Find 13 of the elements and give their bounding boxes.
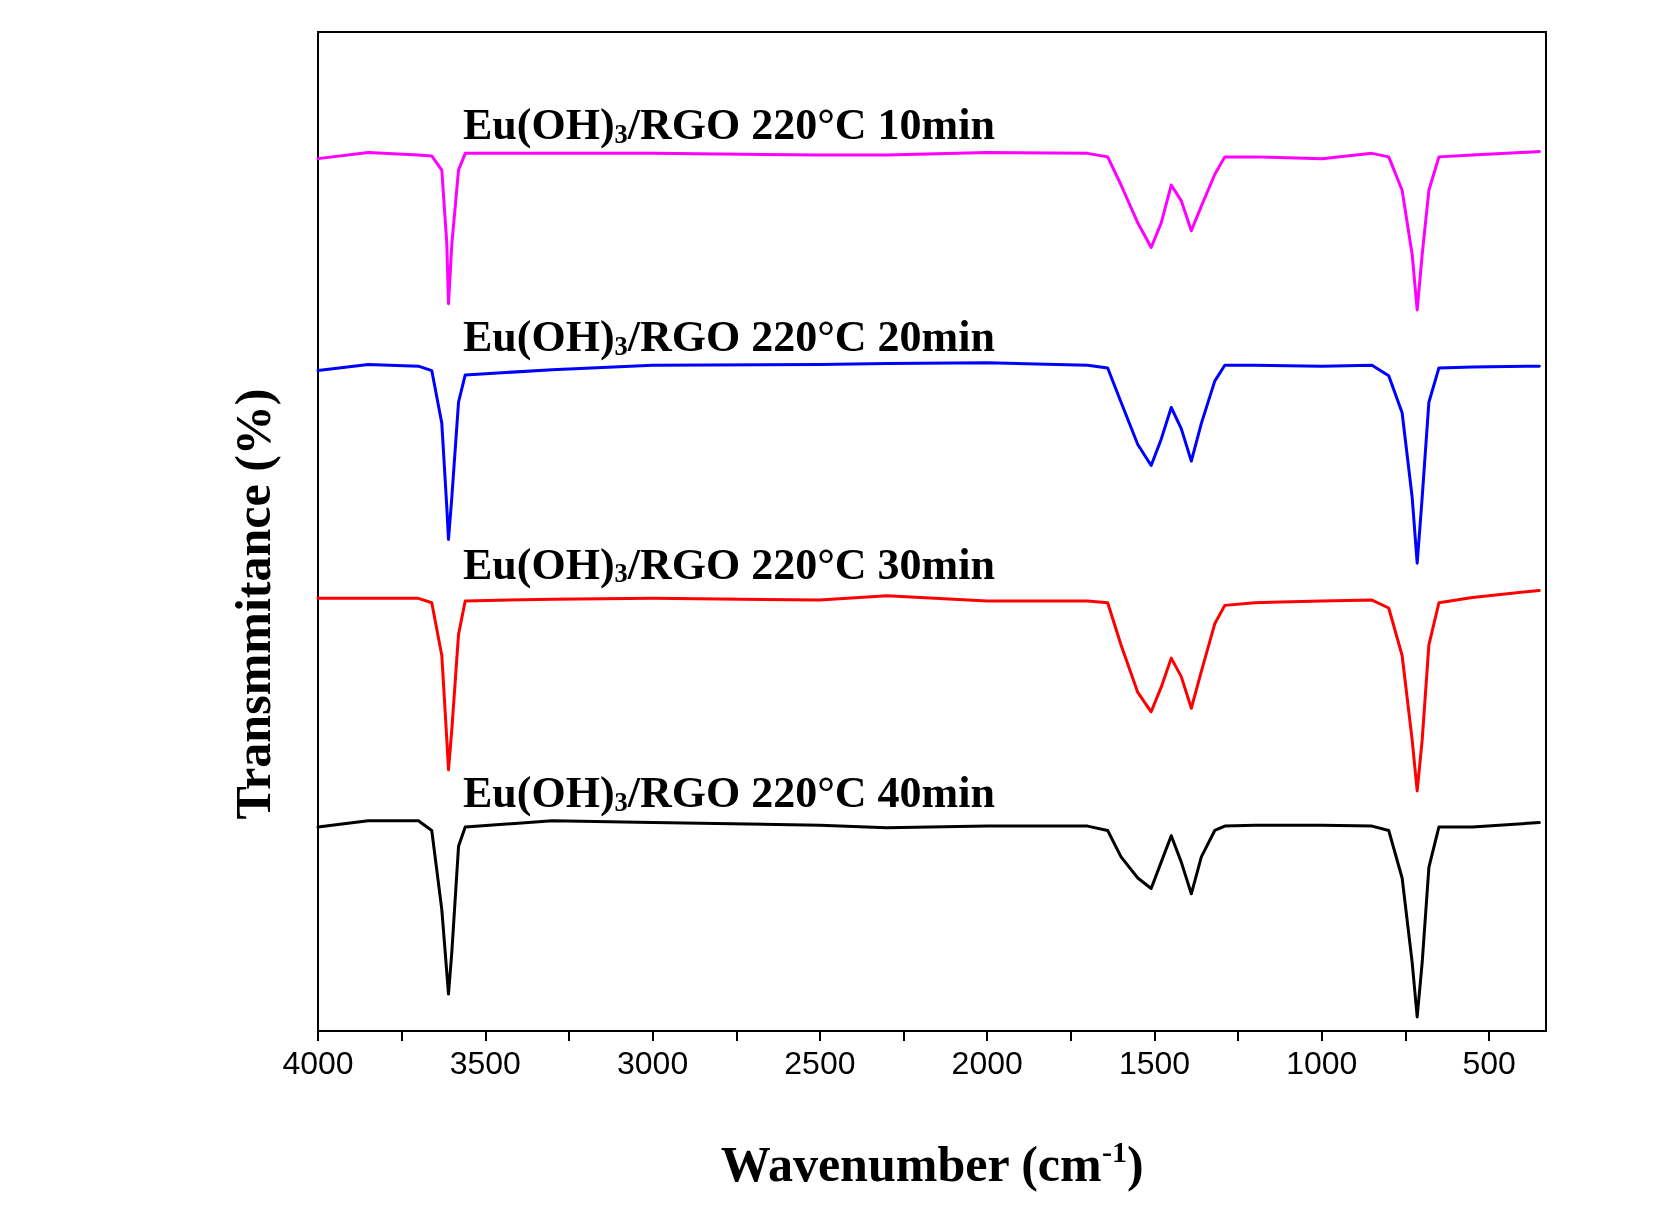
x-tick-label: 4000 <box>282 1045 354 1081</box>
series-label: Eu(OH)3/RGO 220°C 10min <box>463 100 995 150</box>
series-label: Eu(OH)3/RGO 220°C 30min <box>463 539 995 589</box>
y-axis-title: Transmmitance (%) <box>225 388 281 820</box>
x-tick-label: 2500 <box>784 1045 856 1081</box>
series-label: Eu(OH)3/RGO 220°C 40min <box>463 768 995 818</box>
series-label: Eu(OH)3/RGO 220°C 20min <box>463 312 995 362</box>
x-tick-label: 3000 <box>617 1045 689 1081</box>
x-tick-label: 3500 <box>449 1045 521 1081</box>
x-tick-label: 1000 <box>1286 1045 1358 1081</box>
x-tick-label: 1500 <box>1118 1045 1191 1081</box>
x-tick-label: 500 <box>1462 1045 1516 1081</box>
x-tick-label: 2000 <box>951 1045 1023 1081</box>
